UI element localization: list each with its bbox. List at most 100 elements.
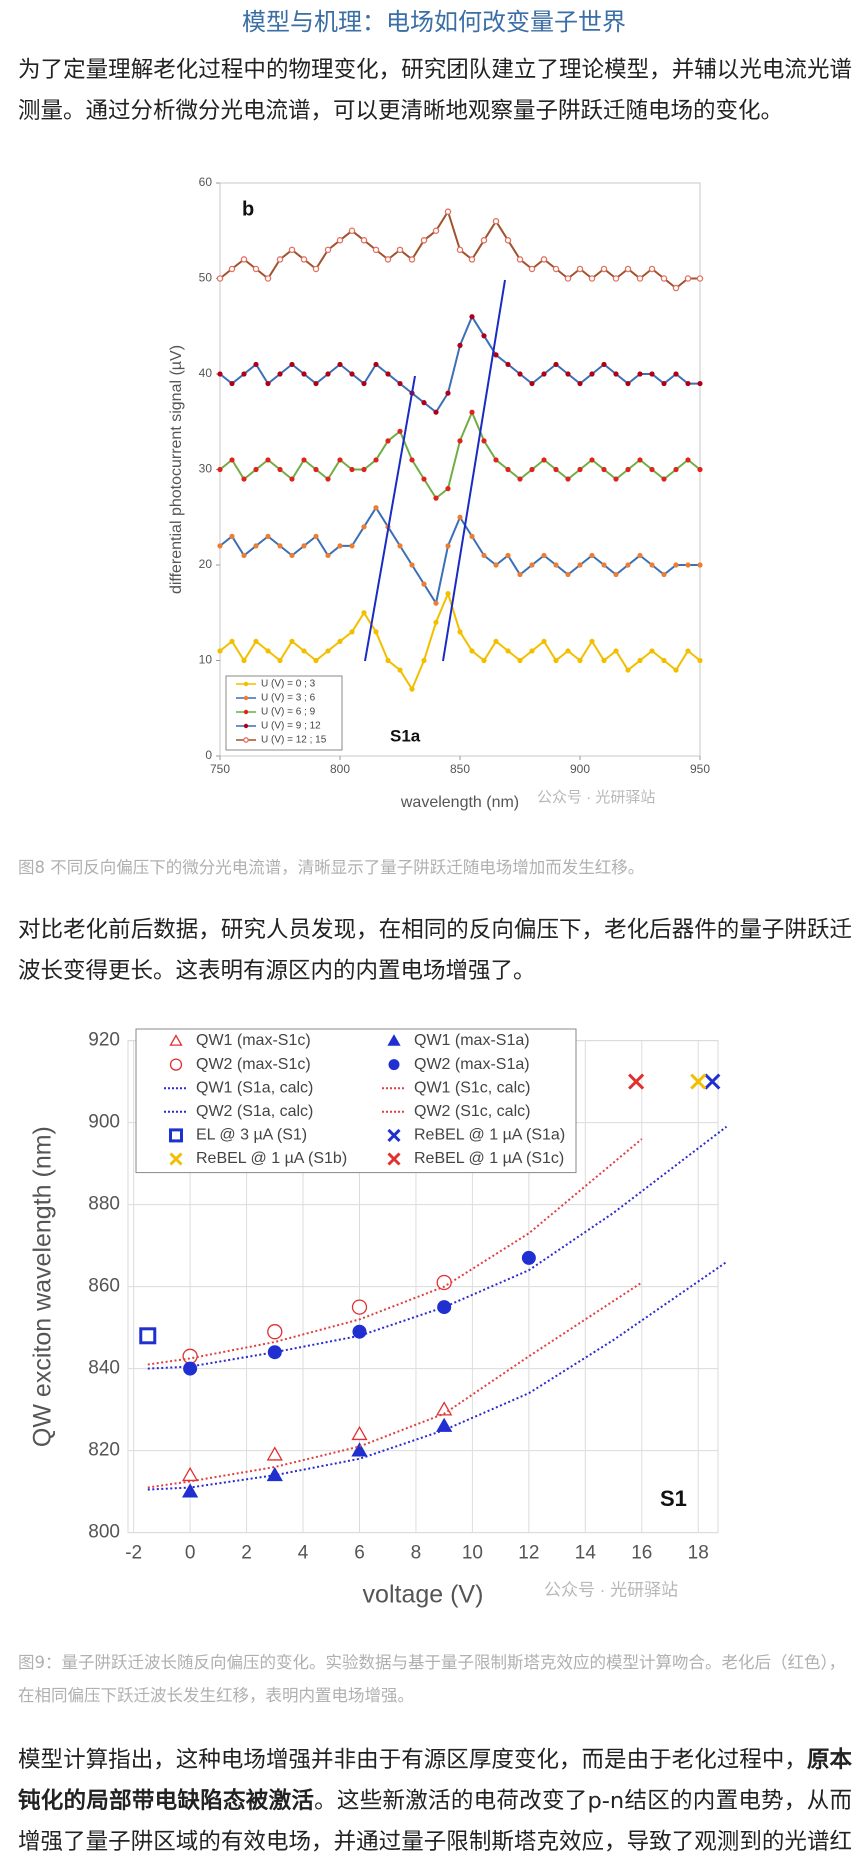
data-point xyxy=(182,1348,198,1364)
legend-box xyxy=(135,1028,577,1174)
data-point xyxy=(229,638,235,644)
data-point xyxy=(349,629,355,635)
data-point xyxy=(265,380,271,387)
data-point xyxy=(266,1446,283,1461)
y-tick-label: 10 xyxy=(199,653,213,667)
data-point xyxy=(517,476,523,482)
data-point xyxy=(613,476,619,482)
data-point xyxy=(252,265,260,273)
data-point xyxy=(577,380,583,387)
data-point xyxy=(301,457,307,463)
data-point xyxy=(360,237,368,244)
series-line xyxy=(219,409,701,500)
data-point xyxy=(266,1466,283,1482)
data-point xyxy=(385,657,391,664)
annotation: S1a xyxy=(390,726,421,745)
data-point xyxy=(601,466,607,473)
data-point xyxy=(673,667,679,673)
data-point xyxy=(264,275,272,282)
data-point xyxy=(661,571,667,578)
x-tick-label: 14 xyxy=(575,1543,597,1564)
data-point xyxy=(601,657,607,664)
data-point xyxy=(408,256,416,263)
data-point xyxy=(661,380,667,387)
data-point xyxy=(217,648,223,654)
data-point xyxy=(577,562,583,568)
data-point xyxy=(421,476,427,482)
data-point xyxy=(216,275,224,282)
x-axis-label: voltage (V) xyxy=(363,1581,484,1609)
data-point xyxy=(481,333,487,339)
paragraph: 为了定量理解老化过程中的物理变化，研究团队建立了理论模型，并辅以光电流光谱测量。… xyxy=(18,57,852,124)
data-point xyxy=(361,466,367,473)
legend-marker xyxy=(387,1034,401,1046)
data-point xyxy=(541,552,547,559)
data-point xyxy=(457,342,463,348)
data-point xyxy=(337,638,343,644)
data-point xyxy=(637,457,643,463)
data-point xyxy=(553,466,559,473)
legend-label: U (V) = 9 ; 12 xyxy=(261,721,321,732)
data-point xyxy=(348,227,356,235)
data-point xyxy=(613,648,619,654)
data-point xyxy=(217,543,223,549)
y-tick-label: 800 xyxy=(88,1522,120,1543)
data-point xyxy=(312,265,320,273)
data-point xyxy=(529,648,535,654)
data-point xyxy=(505,648,511,654)
data-point xyxy=(361,524,367,530)
data-point xyxy=(352,1324,367,1339)
legend-label: QW1 (S1a, calc) xyxy=(196,1079,313,1096)
data-point xyxy=(384,256,392,263)
y-tick-label: 60 xyxy=(199,175,213,189)
data-point xyxy=(313,466,319,473)
legend-marker xyxy=(243,681,249,687)
x-tick-label: 8 xyxy=(411,1543,422,1564)
data-point xyxy=(277,543,283,549)
data-point xyxy=(685,562,691,568)
paragraph: 对比老化前后数据，研究人员发现，在相同的反向偏压下，老化后器件的量子阱跃迁波长变… xyxy=(18,917,852,984)
data-point xyxy=(553,562,559,568)
data-point xyxy=(576,265,584,273)
data-point xyxy=(396,246,404,254)
data-point xyxy=(690,1073,707,1090)
x-tick-label: 0 xyxy=(185,1543,196,1564)
data-point xyxy=(457,438,463,444)
data-point xyxy=(181,1466,199,1482)
data-point xyxy=(588,275,596,282)
y-tick-label: 20 xyxy=(199,557,213,571)
data-point xyxy=(385,371,391,377)
data-point xyxy=(337,361,343,368)
data-point xyxy=(433,619,439,625)
data-point xyxy=(397,428,403,434)
data-point xyxy=(625,466,631,473)
data-point xyxy=(241,657,247,664)
data-point xyxy=(373,361,379,368)
data-point xyxy=(409,562,415,568)
data-point xyxy=(600,265,608,273)
data-point xyxy=(373,457,379,463)
y-tick-label: 0 xyxy=(205,748,212,762)
data-point xyxy=(313,533,319,539)
legend-label: QW1 (max-S1c) xyxy=(196,1032,311,1049)
legend-label: ReBEL @ 1 µA (S1c) xyxy=(414,1150,564,1167)
data-point xyxy=(541,457,547,463)
data-point xyxy=(577,466,583,473)
x-tick-label: 950 xyxy=(690,762,710,776)
data-point xyxy=(229,380,235,387)
x-tick-label: 850 xyxy=(450,762,470,776)
data-point xyxy=(277,657,283,664)
data-point xyxy=(628,1073,645,1090)
data-point xyxy=(421,400,427,406)
data-point xyxy=(565,648,571,654)
data-point xyxy=(445,486,451,492)
data-point xyxy=(697,562,703,568)
data-point xyxy=(552,265,560,273)
data-point xyxy=(673,466,679,473)
data-point xyxy=(505,466,511,473)
x-tick-label: 800 xyxy=(330,762,350,776)
y-tick-label: 840 xyxy=(88,1358,120,1379)
x-tick-label: 2 xyxy=(241,1543,252,1564)
data-point xyxy=(649,648,655,654)
legend-marker xyxy=(387,1152,401,1166)
